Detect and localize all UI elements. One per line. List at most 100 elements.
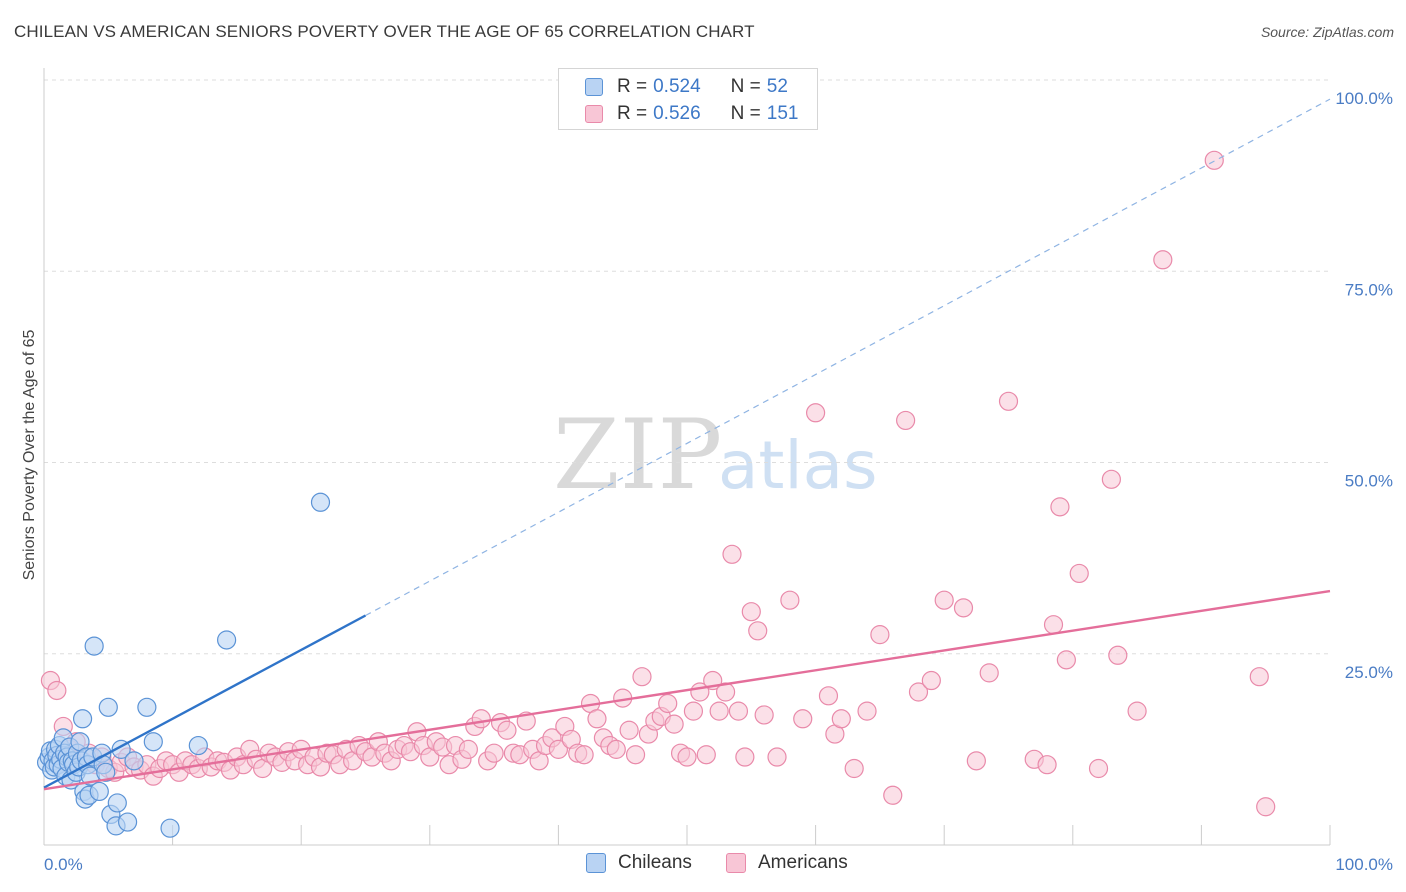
point-chileans xyxy=(84,636,104,656)
trend-chileans xyxy=(43,614,367,789)
point-americans xyxy=(1256,797,1276,817)
trend-americans xyxy=(43,589,1331,791)
point-chileans xyxy=(143,732,163,752)
legend-label-americans: Americans xyxy=(758,852,848,873)
point-americans xyxy=(625,745,646,765)
x-tick-label: 100.0% xyxy=(1335,855,1393,874)
point-chileans xyxy=(117,812,138,832)
series-americans-points xyxy=(40,150,1276,817)
point-americans xyxy=(1037,755,1057,775)
point-americans xyxy=(767,747,787,767)
point-americans xyxy=(1069,563,1089,584)
point-chileans xyxy=(217,630,237,650)
point-americans xyxy=(741,602,761,622)
point-americans xyxy=(921,670,941,691)
legend-n-label: N = xyxy=(730,76,761,97)
gridlines xyxy=(44,79,1330,655)
chart-title: CHILEAN VS AMERICAN SENIORS POVERTY OVER… xyxy=(14,22,755,41)
point-americans xyxy=(497,720,517,740)
point-americans xyxy=(1108,645,1128,665)
legend-row-chileans: R = 0.524 N = 52 xyxy=(585,74,788,100)
point-americans xyxy=(831,709,851,729)
point-americans xyxy=(606,739,626,759)
point-americans xyxy=(1043,615,1064,635)
point-americans xyxy=(619,720,639,740)
point-americans xyxy=(896,410,916,431)
watermark-atlas: atlas xyxy=(718,427,878,504)
point-americans xyxy=(574,745,594,765)
point-americans xyxy=(1153,250,1173,270)
point-americans xyxy=(979,663,999,683)
point-americans xyxy=(953,598,974,618)
point-americans xyxy=(883,785,903,805)
point-chileans xyxy=(98,697,118,717)
point-americans xyxy=(587,709,607,729)
point-americans xyxy=(728,701,749,721)
point-chileans xyxy=(124,751,144,771)
point-chileans xyxy=(310,492,331,512)
point-americans xyxy=(1249,667,1269,687)
y-tick-label: 75.0% xyxy=(1345,280,1393,299)
point-americans xyxy=(735,747,755,767)
legend-label-chileans: Chileans xyxy=(618,852,692,873)
point-americans xyxy=(1050,497,1070,517)
axes xyxy=(43,68,1331,846)
legend-r-label: R = xyxy=(617,76,648,97)
legend-swatch-americans xyxy=(585,105,603,123)
point-americans xyxy=(677,747,697,767)
point-americans xyxy=(966,751,986,771)
legend-row-americans: R = 0.526 N = 151 xyxy=(585,101,798,127)
point-americans xyxy=(998,391,1019,411)
point-americans xyxy=(683,701,704,721)
legend-item-americans[interactable]: Americans xyxy=(726,852,848,874)
point-americans xyxy=(857,701,877,721)
point-americans xyxy=(818,686,839,706)
legend-swatch-chileans xyxy=(586,853,606,873)
point-americans xyxy=(793,709,813,729)
tick-labels: 25.0% 50.0% 75.0% 100.0% 0.0% 100.0% xyxy=(44,89,1393,874)
point-americans xyxy=(47,680,67,701)
x-tick-label: 0.0% xyxy=(44,855,83,874)
correlation-legend: R = 0.524 N = 52 R = 0.526 N = 151 xyxy=(558,68,818,130)
point-americans xyxy=(658,693,678,714)
source-credit: Source: ZipAtlas.com xyxy=(1260,24,1394,40)
legend-n-value: 52 xyxy=(766,76,788,97)
series-legend: Chileans Americans xyxy=(0,852,1406,878)
point-americans xyxy=(458,739,478,759)
watermark-zip: ZIP xyxy=(553,399,722,511)
legend-r-label: R = xyxy=(617,103,648,124)
point-chileans xyxy=(188,735,208,756)
point-americans xyxy=(780,590,800,610)
legend-n-value: 151 xyxy=(766,103,799,124)
y-tick-label: 25.0% xyxy=(1345,663,1393,682)
point-americans xyxy=(471,709,491,729)
series-chileans-points xyxy=(36,492,331,838)
point-chileans xyxy=(137,697,157,717)
y-tick-label: 50.0% xyxy=(1345,472,1393,491)
point-americans xyxy=(1056,650,1076,670)
point-americans xyxy=(709,701,729,721)
point-americans xyxy=(908,682,929,702)
trend-chileans-extension xyxy=(365,98,1331,617)
point-americans xyxy=(722,544,742,564)
legend-r-value: 0.524 xyxy=(653,76,701,97)
point-americans xyxy=(632,667,652,687)
point-americans xyxy=(1088,758,1109,779)
point-americans xyxy=(934,590,954,610)
watermark: ZIP atlas xyxy=(553,399,878,511)
point-americans xyxy=(754,705,774,725)
legend-swatch-americans xyxy=(726,853,746,873)
point-americans xyxy=(1127,701,1147,721)
legend-item-chileans[interactable]: Chileans xyxy=(586,852,692,874)
point-americans xyxy=(664,714,684,734)
trend-lines xyxy=(43,98,1331,791)
point-chileans xyxy=(89,781,109,802)
point-chileans xyxy=(72,709,93,729)
point-americans xyxy=(484,743,504,763)
point-americans xyxy=(548,739,569,759)
legend-r-value: 0.526 xyxy=(653,103,701,124)
y-tick-label: 100.0% xyxy=(1335,89,1393,108)
point-chileans xyxy=(107,793,127,813)
legend-swatch-chileans xyxy=(585,78,603,96)
